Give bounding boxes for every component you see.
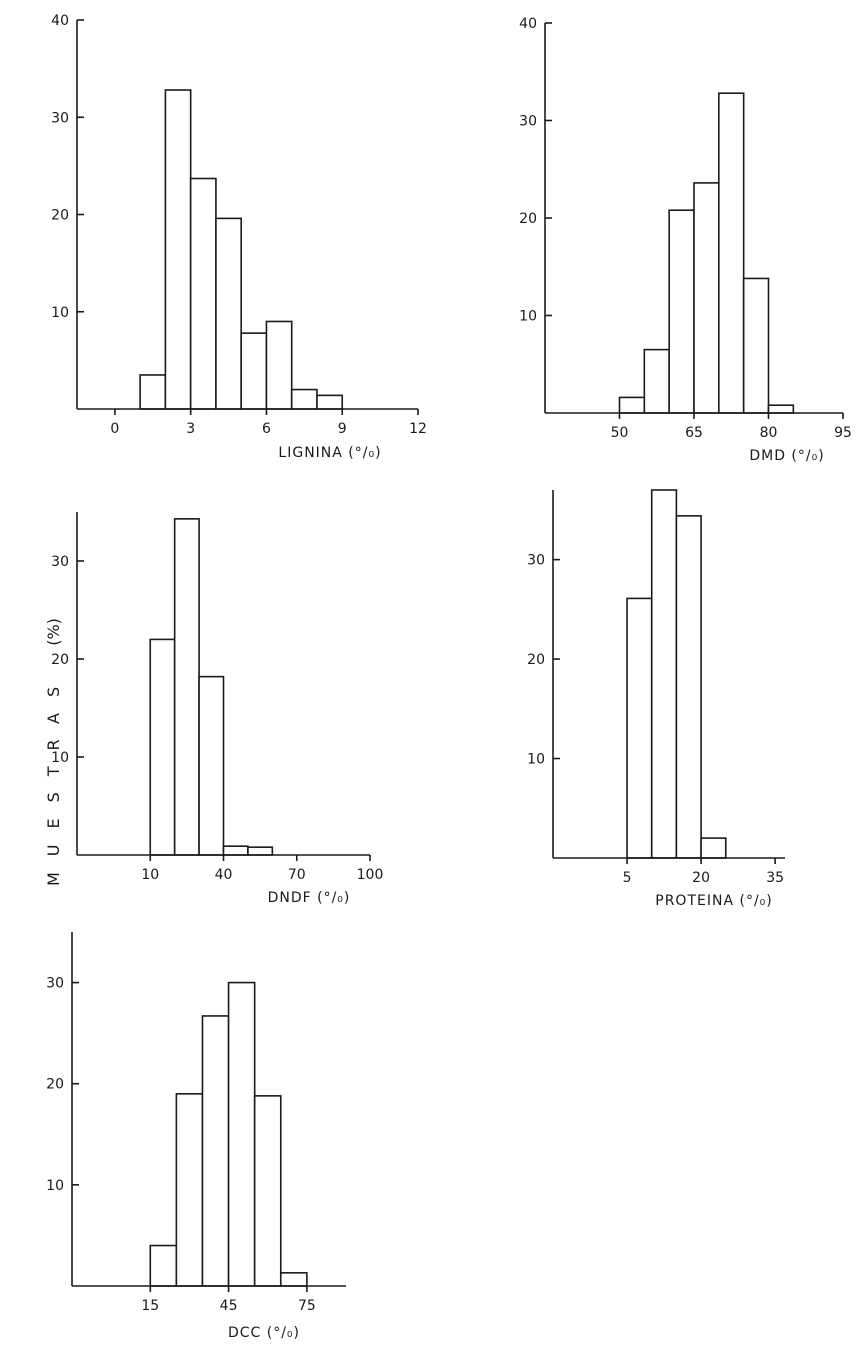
histogram-bar-5 xyxy=(247,846,274,856)
chart-panel-4: 10 20 30 5 20 35 PROTEINA (°/₀) xyxy=(527,489,785,909)
chart-panel-2: 10 20 30 40 50 65 80 95 DMD (°/₀) xyxy=(519,16,852,464)
x-axis-label: PROTEINA (°/₀) xyxy=(655,893,772,909)
histogram-bar-6 xyxy=(742,277,770,414)
histogram-bar-6 xyxy=(265,320,293,410)
y-tick-label: 20 xyxy=(51,208,69,224)
y-tick-label: 30 xyxy=(527,553,545,569)
x-tick-label: 0 xyxy=(110,421,119,437)
histogram-bar-1 xyxy=(149,1244,178,1287)
histogram-bar-7 xyxy=(290,388,318,410)
y-tick-label: 30 xyxy=(519,114,537,130)
x-tick-label: 20 xyxy=(692,870,710,886)
x-axis-label: DCC (°/₀) xyxy=(228,1325,300,1341)
histogram-bar-2 xyxy=(175,1093,204,1287)
x-axis-label: DNDF (°/₀) xyxy=(268,890,351,906)
chart-panel-3: 10 20 30 10 40 70 100 DNDF (°/₀) xyxy=(51,512,383,906)
y-tick-label: 10 xyxy=(46,1178,64,1194)
histogram-bar-2 xyxy=(164,89,192,410)
histogram-bar-2 xyxy=(650,489,678,859)
x-tick-label: 9 xyxy=(338,421,347,437)
histogram-bar-2 xyxy=(173,518,200,856)
y-tick-label: 10 xyxy=(51,750,69,766)
histogram-bar-1 xyxy=(139,374,167,410)
x-tick-label: 35 xyxy=(766,870,784,886)
chart-panel-1: 10 20 30 40 0 3 6 9 12 LIGNINA (°/₀) xyxy=(51,13,427,461)
y-tick-label: 10 xyxy=(519,309,537,325)
histogram-bar-3 xyxy=(675,515,702,859)
x-tick-label: 10 xyxy=(141,867,159,883)
y-tick-label: 20 xyxy=(519,211,537,227)
histogram-bar-2 xyxy=(643,348,670,414)
y-tick-label: 10 xyxy=(51,305,69,321)
y-tick-label: 20 xyxy=(527,652,545,668)
y-tick-label: 30 xyxy=(51,554,69,570)
x-tick-label: 95 xyxy=(834,425,852,441)
x-tick-label: 5 xyxy=(623,870,632,886)
y-tick-label: 30 xyxy=(46,976,64,992)
histogram-bar-3 xyxy=(198,675,225,856)
histogram-bar-5 xyxy=(253,1095,282,1287)
x-tick-label: 70 xyxy=(288,867,306,883)
x-axis-label: LIGNINA (°/₀) xyxy=(278,445,381,461)
histogram-bar-4 xyxy=(700,837,727,859)
histogram-bar-3 xyxy=(668,209,695,414)
x-tick-label: 65 xyxy=(685,425,703,441)
shared-ylabel-word: MUESTRAS xyxy=(44,670,63,886)
histogram-bar-1 xyxy=(626,597,653,859)
y-tick-label: 30 xyxy=(51,110,69,126)
histogram-bar-8 xyxy=(316,394,344,410)
shared-y-axis-label: MUESTRAS (%) xyxy=(44,618,63,886)
histogram-bar-1 xyxy=(149,638,176,856)
histogram-bar-3 xyxy=(201,1015,230,1287)
histogram-bar-5 xyxy=(718,92,745,414)
x-tick-label: 75 xyxy=(298,1298,316,1314)
x-tick-label: 12 xyxy=(409,421,427,437)
y-tick-label: 40 xyxy=(51,13,69,29)
histogram-bar-3 xyxy=(189,177,217,410)
y-tick-label: 20 xyxy=(51,652,69,668)
histogram-bar-7 xyxy=(767,404,795,414)
x-tick-label: 40 xyxy=(215,867,233,883)
shared-ylabel-unit: (%) xyxy=(44,618,63,646)
x-tick-label: 15 xyxy=(141,1298,159,1314)
y-tick-label: 20 xyxy=(46,1077,64,1093)
x-axis-label: DMD (°/₀) xyxy=(749,448,824,464)
x-tick-label: 3 xyxy=(186,421,195,437)
histogram-bar-5 xyxy=(240,332,268,410)
y-tick-label: 40 xyxy=(519,16,537,32)
histogram-bar-4 xyxy=(222,845,249,856)
histogram-bar-4 xyxy=(215,217,242,410)
histogram-bar-1 xyxy=(618,396,646,414)
x-tick-label: 80 xyxy=(760,425,778,441)
x-tick-label: 6 xyxy=(262,421,271,437)
histogram-bar-4 xyxy=(693,182,720,414)
histogram-bar-6 xyxy=(279,1272,308,1287)
y-tick-label: 10 xyxy=(527,752,545,768)
histogram-bar-4 xyxy=(227,981,256,1287)
x-tick-label: 100 xyxy=(357,867,384,883)
x-tick-label: 50 xyxy=(611,425,629,441)
x-tick-label: 45 xyxy=(220,1298,238,1314)
chart-panel-5: 10 20 30 15 45 75 DCC (°/₀) xyxy=(46,932,346,1341)
